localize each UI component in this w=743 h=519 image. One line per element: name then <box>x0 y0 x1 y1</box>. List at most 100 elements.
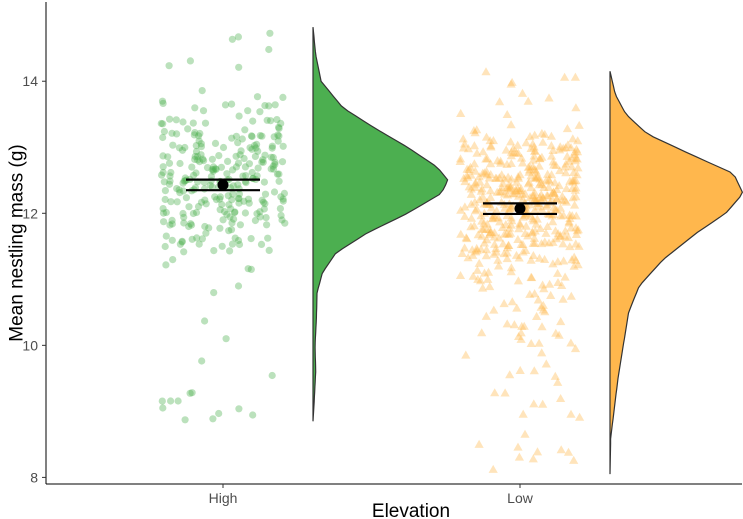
density-cloud-low <box>609 71 743 475</box>
data-point <box>505 228 516 237</box>
data-point <box>513 173 523 182</box>
data-point <box>506 181 516 190</box>
data-point <box>267 165 275 173</box>
data-point <box>188 235 196 243</box>
data-point <box>232 132 240 140</box>
data-point <box>222 335 230 343</box>
data-point <box>180 177 188 185</box>
data-point <box>513 140 523 149</box>
data-point <box>551 161 561 169</box>
data-point <box>499 174 510 183</box>
data-point <box>463 172 473 181</box>
data-point <box>504 205 514 214</box>
data-point <box>162 261 170 269</box>
data-point <box>281 219 289 227</box>
data-point <box>563 447 574 456</box>
data-point <box>486 159 496 168</box>
data-point <box>269 165 278 173</box>
data-point <box>167 168 175 177</box>
data-point <box>525 165 535 174</box>
data-point <box>502 159 512 168</box>
data-point <box>485 228 495 237</box>
data-point <box>527 227 538 236</box>
data-point <box>237 147 245 155</box>
data-point <box>234 282 243 290</box>
data-point <box>236 151 244 159</box>
data-point <box>523 162 533 171</box>
data-point <box>472 265 482 274</box>
data-point <box>514 186 524 195</box>
data-point <box>571 176 581 185</box>
data-point <box>537 348 547 357</box>
data-point <box>539 183 549 191</box>
data-point <box>570 150 580 159</box>
data-point <box>566 338 576 347</box>
data-point <box>175 186 183 194</box>
data-point <box>196 129 204 138</box>
data-point <box>174 397 182 405</box>
data-point <box>513 183 523 192</box>
data-point <box>193 234 201 242</box>
data-point <box>223 210 231 218</box>
data-point <box>521 138 531 147</box>
data-point <box>506 203 516 212</box>
data-point <box>535 174 545 183</box>
data-point <box>191 104 199 112</box>
data-point <box>482 180 492 189</box>
data-point <box>535 224 545 232</box>
data-point <box>538 193 548 202</box>
data-point <box>235 63 243 71</box>
data-point <box>513 172 523 181</box>
data-point <box>219 143 228 152</box>
data-point <box>228 100 236 108</box>
data-point <box>194 152 202 161</box>
data-point <box>504 230 514 238</box>
data-point <box>573 163 583 172</box>
data-point <box>470 179 480 188</box>
data-point <box>529 165 539 174</box>
data-point <box>530 146 540 155</box>
data-point <box>256 132 264 140</box>
data-point <box>507 216 517 225</box>
data-point <box>192 208 201 217</box>
data-point <box>527 228 537 237</box>
data-point <box>560 162 570 171</box>
data-point <box>464 165 474 173</box>
data-point <box>479 238 489 247</box>
data-point <box>194 156 202 164</box>
data-point <box>199 155 207 163</box>
data-point <box>523 96 533 105</box>
data-point <box>526 171 536 180</box>
data-point <box>466 184 476 193</box>
data-point <box>169 256 177 264</box>
data-point <box>525 162 535 171</box>
data-point <box>168 129 176 137</box>
data-point <box>482 170 492 179</box>
data-point <box>550 189 560 198</box>
data-point <box>168 236 176 244</box>
data-point <box>494 261 504 270</box>
data-point <box>486 203 496 212</box>
data-point <box>180 219 188 227</box>
data-point <box>543 169 553 178</box>
data-point <box>565 242 575 251</box>
data-point <box>503 172 513 181</box>
data-point <box>569 261 579 270</box>
data-point <box>550 178 560 187</box>
data-point <box>571 153 581 162</box>
data-point <box>249 174 257 183</box>
data-point <box>474 172 484 181</box>
data-point <box>268 371 276 380</box>
data-point <box>538 280 548 289</box>
data-point <box>553 377 563 386</box>
x-axis: High Low <box>46 483 742 506</box>
data-point <box>462 171 472 180</box>
data-point <box>525 193 535 201</box>
data-point <box>258 132 266 140</box>
data-point <box>523 231 533 240</box>
data-point <box>203 164 212 172</box>
data-point <box>180 213 188 221</box>
data-point <box>537 128 547 137</box>
data-point <box>571 144 582 153</box>
data-point <box>254 147 262 155</box>
